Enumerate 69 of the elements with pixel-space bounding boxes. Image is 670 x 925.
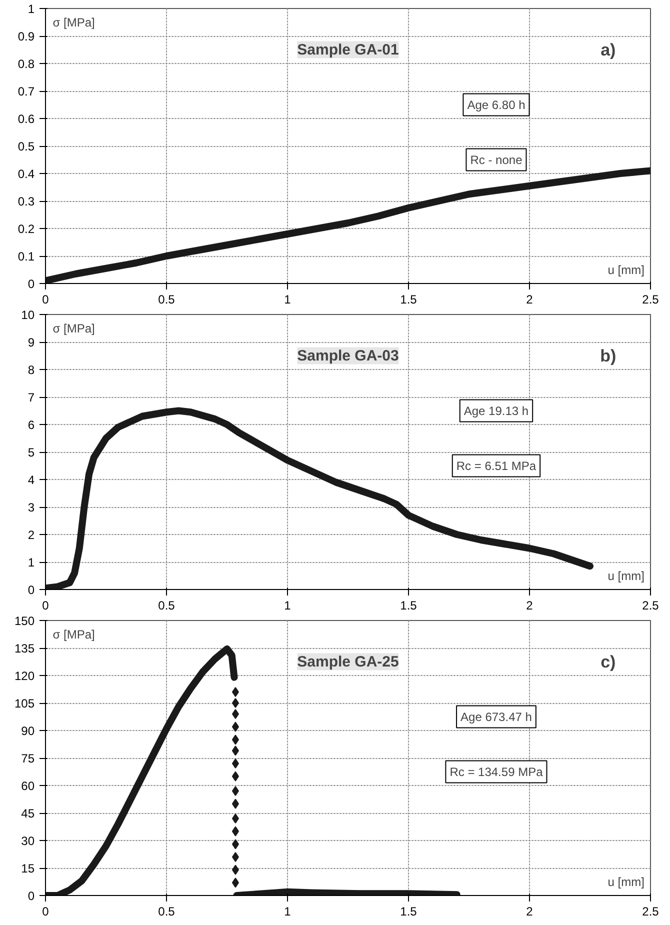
y-tick-label: 15 — [21, 862, 35, 876]
y-tick-label: 4 — [28, 473, 35, 487]
y-tick-label: 0.8 — [18, 57, 35, 71]
y-tick-label: 0.1 — [18, 250, 35, 264]
y-tick-label: 2 — [28, 528, 35, 542]
x-axis-title: u [mm] — [608, 262, 644, 277]
text: Sample GA-03 — [297, 347, 399, 364]
y-axis-title: σ [MPa] — [52, 15, 95, 30]
x-tick-label: 2.5 — [642, 292, 660, 306]
y-tick-label: 0.7 — [18, 84, 35, 98]
x-axis-title: u [mm] — [608, 568, 644, 583]
x-tick-label: 1.5 — [400, 292, 418, 306]
x-tick-label: 0 — [42, 292, 50, 306]
annotation: Age 6.80 h — [467, 98, 526, 112]
y-tick-label: 90 — [21, 724, 35, 738]
x-tick-label: 0 — [42, 904, 50, 918]
y-tick-label: 135 — [14, 642, 35, 656]
y-axis-title: σ [MPa] — [52, 627, 95, 642]
x-tick-label: 2 — [526, 598, 534, 612]
y-tick-label: 0 — [28, 889, 35, 903]
y-tick-label: 7 — [28, 390, 35, 404]
x-tick-label: 2 — [526, 292, 534, 306]
y-tick-label: 75 — [21, 752, 35, 766]
annotation: Age 673.47 h — [460, 710, 532, 724]
x-tick-label: 2.5 — [642, 904, 660, 918]
text: Sample GA-25 — [297, 653, 399, 670]
y-tick-label: 0.2 — [18, 222, 35, 236]
x-axis-title: u [mm] — [608, 874, 644, 889]
y-tick-label: 0.9 — [18, 30, 35, 44]
x-tick-label: 0 — [42, 598, 50, 612]
y-axis-title: σ [MPa] — [52, 321, 95, 336]
x-tick-label: 1.5 — [400, 904, 418, 918]
x-tick-label: 2.5 — [642, 598, 660, 612]
x-tick-label: 2 — [526, 904, 534, 918]
y-tick-label: 0 — [28, 583, 35, 597]
x-tick-label: 1 — [284, 292, 292, 306]
x-tick-label: 0.5 — [158, 904, 176, 918]
y-tick-label: 8 — [28, 363, 35, 377]
y-tick-label: 105 — [14, 696, 35, 710]
annotation: Rc = 134.59 MPa — [450, 764, 544, 779]
y-tick-label: 6 — [28, 418, 35, 432]
x-tick-label: 1 — [284, 598, 292, 612]
annotation: Rc - none — [470, 152, 523, 167]
y-tick-label: 0.4 — [18, 167, 35, 181]
annotation: a) — [600, 40, 616, 60]
y-tick-label: 120 — [14, 669, 35, 683]
y-tick-label: 30 — [21, 834, 35, 848]
y-tick-label: 10 — [21, 308, 35, 322]
y-tick-label: 150 — [14, 614, 35, 628]
x-tick-label: 0.5 — [158, 598, 176, 612]
y-tick-label: 0.6 — [18, 112, 35, 126]
y-tick-label: 5 — [28, 446, 35, 460]
annotation: b) — [600, 346, 616, 366]
y-tick-label: 0.3 — [18, 194, 35, 208]
x-tick-label: 1.5 — [400, 598, 418, 612]
annotation: Age 19.13 h — [464, 404, 529, 418]
text: Sample GA-01 — [297, 41, 399, 58]
y-tick-label: 0.5 — [18, 140, 35, 154]
y-tick-label: 9 — [28, 336, 35, 350]
y-tick-label: 1 — [28, 2, 35, 16]
annotation: Rc = 6.51 MPa — [456, 458, 536, 473]
annotation: c) — [600, 652, 616, 672]
x-tick-label: 0.5 — [158, 292, 176, 306]
y-tick-label: 45 — [21, 806, 35, 820]
y-tick-label: 3 — [28, 500, 35, 514]
y-tick-label: 1 — [28, 556, 35, 570]
y-tick-label: 60 — [21, 779, 35, 793]
y-tick-label: 0 — [28, 277, 35, 291]
x-tick-label: 1 — [284, 904, 292, 918]
